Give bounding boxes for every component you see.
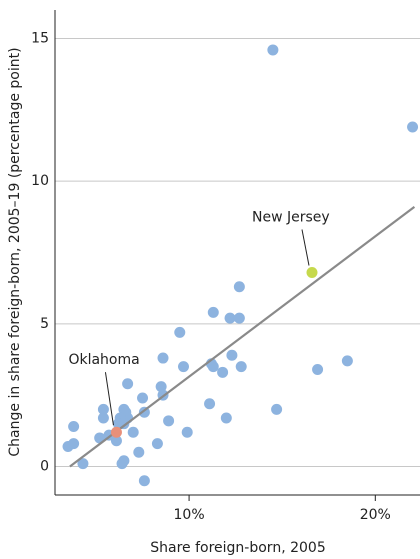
point	[233, 312, 245, 324]
point	[341, 355, 353, 367]
point	[97, 403, 109, 415]
highlight-point	[306, 266, 318, 278]
point	[312, 363, 324, 375]
point	[204, 398, 216, 410]
annotation: New Jersey	[252, 209, 330, 225]
y-axis-label: Change in share foreign-born, 2005–19 (p…	[7, 47, 23, 456]
point	[267, 44, 279, 56]
point	[220, 412, 232, 424]
point	[207, 306, 219, 318]
point	[226, 349, 238, 361]
point	[118, 418, 130, 430]
y-tick-label: 5	[40, 316, 49, 332]
x-tick-label: 10%	[174, 507, 205, 523]
trend-line	[69, 205, 416, 468]
point	[122, 378, 134, 390]
y-tick-label: 15	[31, 31, 49, 47]
x-tick-label: 20%	[360, 507, 391, 523]
point	[207, 361, 219, 373]
point	[116, 458, 128, 470]
point	[407, 121, 419, 133]
point	[174, 326, 186, 338]
leader-line	[301, 229, 310, 266]
point	[155, 381, 167, 393]
point	[177, 361, 189, 373]
y-tick-label: 10	[31, 173, 49, 189]
point	[97, 412, 109, 424]
point	[133, 446, 145, 458]
point	[151, 438, 163, 450]
point	[217, 366, 229, 378]
point	[127, 426, 139, 438]
annotation: Oklahoma	[68, 352, 139, 368]
point	[233, 281, 245, 293]
point	[224, 312, 236, 324]
point	[235, 361, 247, 373]
point	[68, 438, 80, 450]
point	[271, 403, 283, 415]
x-axis-label: Share foreign-born, 2005	[150, 540, 325, 556]
highlight-point	[110, 426, 122, 438]
point	[157, 352, 169, 364]
point	[181, 426, 193, 438]
y-tick-label: 0	[40, 458, 49, 474]
point	[110, 435, 122, 447]
point	[137, 392, 149, 404]
point	[77, 458, 89, 470]
leader-line	[104, 372, 114, 426]
point	[68, 421, 80, 433]
point	[163, 415, 175, 427]
point	[138, 475, 150, 487]
